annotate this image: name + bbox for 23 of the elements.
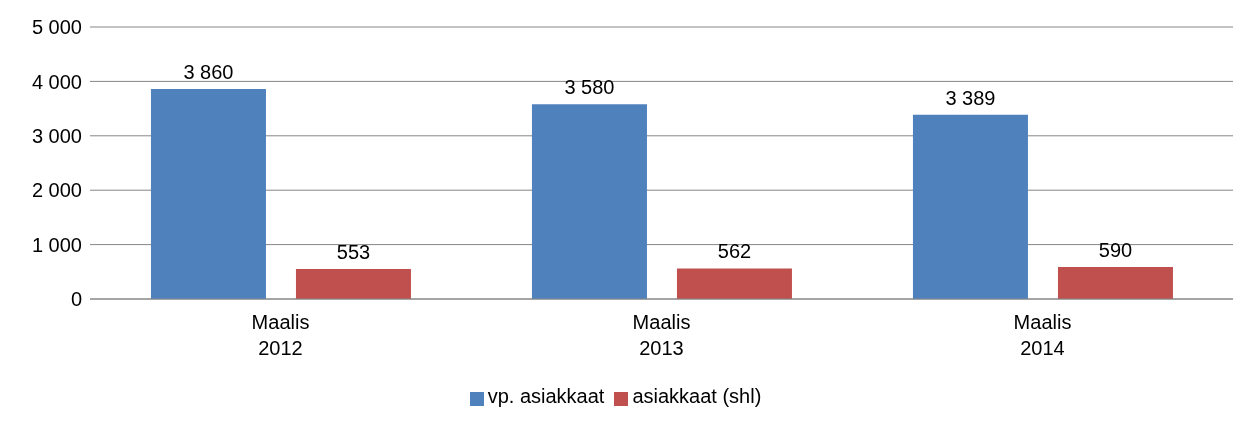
bar xyxy=(295,268,411,299)
data-label: 590 xyxy=(1098,238,1133,261)
data-label: 3 389 xyxy=(945,86,996,109)
legend-label: asiakkaat (shl) xyxy=(632,385,762,407)
bar xyxy=(150,89,266,299)
x-tick-label: Maalis 2012 xyxy=(251,311,310,359)
x-tick-label: Maalis 2014 xyxy=(1013,311,1072,359)
x-tick-label: Maalis 2013 xyxy=(632,311,691,359)
bar xyxy=(912,114,1028,299)
y-tick-label: 0 xyxy=(70,288,82,311)
bar xyxy=(1057,266,1173,299)
y-tick-label: 1 000 xyxy=(31,233,82,256)
y-tick-label: 5 000 xyxy=(31,16,82,39)
data-label: 3 580 xyxy=(564,76,615,99)
y-tick-label: 4 000 xyxy=(31,70,82,93)
legend-label: vp. asiakkaat xyxy=(487,385,605,407)
data-label: 562 xyxy=(717,240,752,263)
bar xyxy=(531,104,647,299)
data-label: 553 xyxy=(336,240,371,263)
bar xyxy=(676,268,792,299)
y-tick-label: 2 000 xyxy=(31,179,82,202)
y-tick-label: 3 000 xyxy=(31,124,82,147)
data-label: 3 860 xyxy=(183,61,234,84)
